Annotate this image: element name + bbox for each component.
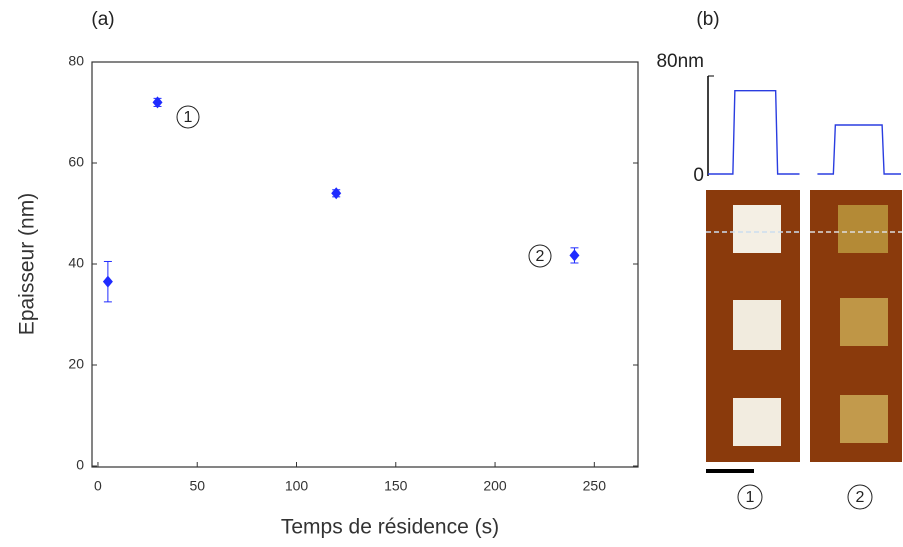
annotation-circle [528,244,552,268]
plot-frame [91,61,639,468]
point [331,187,342,200]
y-tick-label: 0 [693,165,704,186]
point [152,96,163,109]
annotation-circle [176,105,200,129]
x-tick-label: 200 [483,478,507,494]
image-label: 2 [856,489,865,506]
point [102,275,113,288]
panel-label: (a) [91,9,114,30]
x-tick-label: 250 [583,478,607,494]
x-tick-label: 0 [94,478,102,494]
y-tick-label: 80 [68,53,84,69]
y-tick-label: 40 [68,255,84,271]
afm-images [706,190,902,510]
x-tick-label: 100 [285,478,309,494]
annotation: 2 [536,248,545,265]
x-axis-title: Temps de résidence (s) [281,516,499,539]
y-tick-label: 20 [68,356,84,372]
y-tick-label: 0 [76,457,84,473]
point [569,249,580,262]
annotation: 1 [184,109,193,126]
y-tick-label: 60 [68,154,84,170]
panel-label: (b) [696,9,719,30]
x-tick-label: 50 [189,478,205,494]
image-label: 1 [746,489,755,506]
y-tick-label: 80nm [656,51,704,72]
profile-line [817,124,902,175]
profile-line [708,90,800,175]
x-tick-label: 150 [384,478,408,494]
y-axis-title: Epaisseur (nm) [16,193,39,335]
